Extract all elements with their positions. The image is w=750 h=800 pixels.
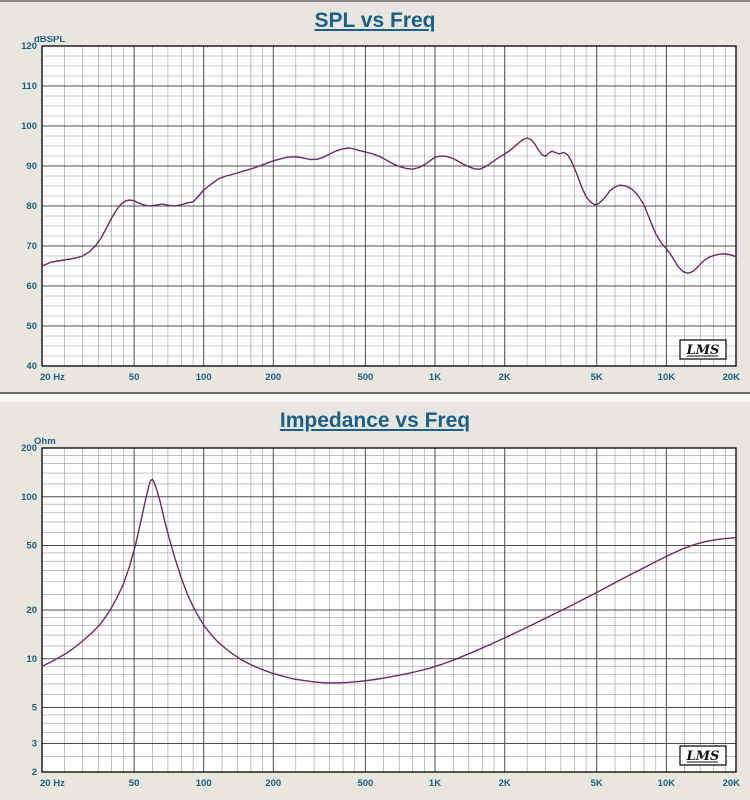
x-tick-label: 5K xyxy=(591,778,603,789)
y-tick-label: 50 xyxy=(26,321,37,332)
y-tick-label: 3 xyxy=(32,739,37,750)
plot-frame xyxy=(41,45,737,367)
y-tick-label: 100 xyxy=(21,492,37,503)
y-tick-label: 110 xyxy=(22,81,37,92)
y-tick-label: 200 xyxy=(21,443,37,454)
top-border-line xyxy=(0,0,750,2)
y-tick-label: 100 xyxy=(21,121,37,132)
y-tick-label: 10 xyxy=(26,654,37,665)
y-tick-label: 40 xyxy=(26,361,37,372)
impedance-curve xyxy=(41,478,737,684)
plot-frame xyxy=(41,447,737,773)
x-tick-label: 100 xyxy=(196,372,212,383)
x-tick-label: 10K xyxy=(658,372,676,383)
lms-logo: LMS xyxy=(679,745,727,766)
lms-logo-text: LMS xyxy=(686,749,720,764)
x-tick-label: 2K xyxy=(499,778,511,789)
spl-chart-title: SPL vs Freq xyxy=(314,9,436,32)
lms-logo: LMS xyxy=(679,339,727,360)
y-axis-unit-label: Ohm xyxy=(34,436,56,447)
y-axis-unit-label: dBSPL xyxy=(34,36,65,45)
spl-curve xyxy=(41,137,737,274)
y-tick-label: 60 xyxy=(26,281,37,292)
x-tick-label: 5K xyxy=(591,372,603,383)
x-tick-label: 10K xyxy=(658,778,676,789)
y-tick-label: 20 xyxy=(26,605,37,616)
impedance-chart: LMS 200 100 50 20 10 5 3 220 Hz 50 100 200 500 1K 2K 5K… xyxy=(21,436,740,789)
x-tick-label: 20K xyxy=(723,778,741,789)
x-tick-label: 500 xyxy=(357,372,373,383)
impedance-chart-panel: Impedance vs Freq LMS 200 100 50 20 10 5 3 2 20 H… xyxy=(0,402,750,800)
y-tick-label: 2 xyxy=(32,767,37,778)
lms-logo-text: LMS xyxy=(686,343,720,358)
x-tick-label: 200 xyxy=(265,778,281,789)
y-tick-label: 5 xyxy=(32,703,38,714)
x-tick-label: 20 Hz xyxy=(40,778,65,789)
spl-chart-panel: SPL vs Freq LMS 120 110 100 90 80 70 60 50 40 20 H… xyxy=(0,2,750,392)
x-tick-label: 1K xyxy=(429,778,441,789)
y-tick-label: 90 xyxy=(26,161,37,172)
x-tick-label: 20K xyxy=(723,372,741,383)
x-tick-label: 1K xyxy=(429,372,441,383)
impedance-chart-title: Impedance vs Freq xyxy=(279,409,471,432)
y-tick-label: 70 xyxy=(26,241,37,252)
x-tick-label: 500 xyxy=(357,778,373,789)
x-tick-label: 100 xyxy=(196,778,212,789)
panel-divider xyxy=(0,392,750,402)
x-tick-label: 20 Hz xyxy=(40,372,65,383)
y-tick-label: 120 xyxy=(21,41,37,52)
x-tick-label: 200 xyxy=(265,372,281,383)
axis-labels: 200 100 50 20 10 5 3 220 Hz 50 100 200 500 1K 2K 5K 10K… xyxy=(21,436,740,789)
x-tick-label: 50 xyxy=(129,372,140,383)
x-tick-label: 50 xyxy=(129,778,140,789)
y-tick-label: 50 xyxy=(26,541,37,552)
y-tick-label: 80 xyxy=(26,201,37,212)
x-tick-label: 2K xyxy=(499,372,511,383)
